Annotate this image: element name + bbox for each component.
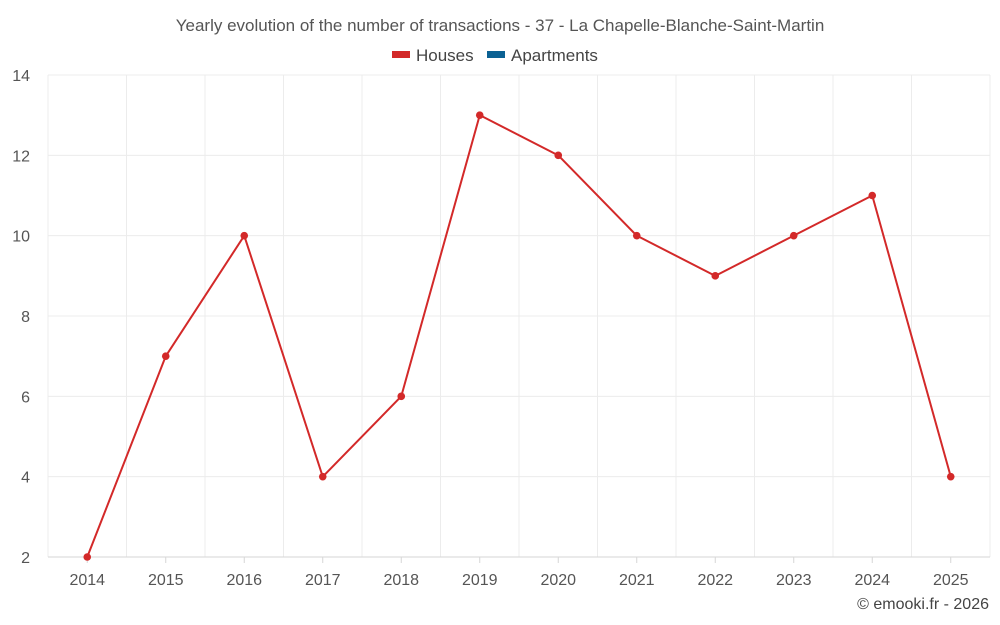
data-point-houses-2017[interactable] [318, 472, 327, 481]
series-line-houses [86, 114, 952, 558]
data-point-houses-2021[interactable] [632, 231, 641, 240]
legend-label-apartments: Apartments [511, 46, 598, 65]
x-tick-label: 2018 [383, 572, 419, 589]
x-tick-label: 2017 [305, 572, 341, 589]
legend: Houses Apartments [392, 46, 598, 65]
data-point-houses-2015[interactable] [161, 352, 170, 360]
grid [47, 74, 991, 557]
y-tick-label: 12 [12, 148, 30, 165]
y-axis: 2 4 6 8 10 12 14 [12, 68, 30, 567]
y-tick-label: 4 [21, 470, 30, 487]
data-point-houses-2018[interactable] [397, 392, 406, 401]
data-point-houses-2016[interactable] [240, 231, 249, 240]
x-tick-label: 2019 [462, 572, 498, 589]
legend-label-houses: Houses [416, 46, 474, 65]
x-tick-label: 2016 [226, 572, 262, 589]
chart-title: Yearly evolution of the number of transa… [176, 16, 825, 35]
y-tick-label: 2 [21, 550, 30, 567]
x-tick-label: 2015 [148, 572, 184, 589]
x-tick-label: 2024 [854, 572, 890, 589]
data-point-houses-2024[interactable] [868, 191, 877, 200]
x-tick-label: 2022 [697, 572, 733, 589]
legend-item-houses[interactable]: Houses [392, 46, 474, 65]
y-tick-label: 14 [12, 68, 30, 85]
x-tick-label: 2014 [69, 572, 105, 589]
y-tick-label: 10 [12, 229, 30, 246]
x-tick-label: 2025 [933, 572, 969, 589]
legend-swatch-apartments [487, 51, 505, 58]
legend-item-apartments[interactable]: Apartments [487, 46, 598, 65]
credit-text: © emooki.fr - 2026 [857, 596, 989, 613]
x-tick-label: 2023 [776, 572, 812, 589]
y-tick-label: 6 [21, 389, 30, 406]
y-tick-label: 8 [21, 309, 30, 326]
x-axis: 2014 2015 2016 2017 2018 2019 2020 2021 2022 2023… [48, 556, 990, 589]
x-tick-label: 2021 [619, 572, 655, 589]
data-point-houses-2020[interactable] [554, 151, 563, 160]
legend-swatch-houses [392, 51, 410, 58]
data-point-houses-2014[interactable] [83, 553, 92, 561]
x-tick-label: 2020 [540, 572, 576, 589]
data-point-houses-2023[interactable] [789, 231, 798, 240]
data-point-houses-2025[interactable] [946, 472, 955, 481]
data-point-houses-2022[interactable] [711, 272, 720, 280]
series-houses [83, 111, 955, 561]
data-point-houses-2019[interactable] [475, 111, 484, 119]
